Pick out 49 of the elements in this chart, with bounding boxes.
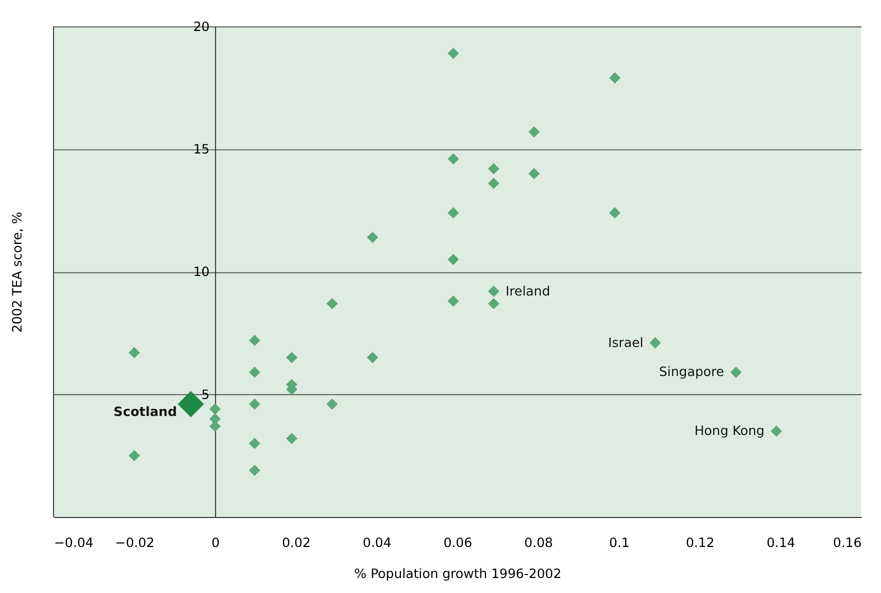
point bbox=[730, 366, 742, 378]
x-tick-label: 0.16 bbox=[833, 536, 862, 552]
x-tick-label: 0.14 bbox=[766, 536, 796, 552]
point bbox=[528, 168, 540, 180]
point bbox=[178, 391, 204, 418]
x-tick-label: 0.08 bbox=[524, 536, 553, 552]
point bbox=[128, 346, 140, 358]
point bbox=[248, 464, 260, 476]
point bbox=[609, 207, 620, 218]
annotation: Hong Kong bbox=[694, 424, 764, 440]
point bbox=[326, 298, 338, 310]
point bbox=[650, 337, 661, 348]
point bbox=[448, 254, 459, 266]
y-axis-title: 2002 TEA score, % bbox=[10, 212, 26, 333]
point bbox=[770, 425, 782, 437]
x-tick-label: −0.02 bbox=[115, 536, 155, 552]
x-tick-label: 0 bbox=[211, 536, 220, 552]
point bbox=[248, 438, 260, 450]
x-tick-label: 0.02 bbox=[282, 536, 311, 552]
point bbox=[128, 450, 140, 462]
point bbox=[488, 286, 500, 297]
point bbox=[448, 207, 459, 218]
point bbox=[488, 298, 500, 310]
point bbox=[286, 432, 298, 444]
point bbox=[448, 48, 459, 60]
annotation: Ireland bbox=[506, 284, 550, 300]
point bbox=[488, 163, 500, 174]
x-axis-title: % Population growth 1996-2002 bbox=[354, 566, 562, 582]
point bbox=[248, 334, 260, 346]
point bbox=[209, 403, 221, 415]
annotation: Singapore bbox=[659, 365, 724, 380]
point bbox=[488, 178, 500, 190]
point bbox=[448, 295, 459, 307]
x-tick-label: 0.04 bbox=[362, 536, 392, 552]
x-tick-label: −0.04 bbox=[54, 536, 94, 552]
x-tick-label: 0.06 bbox=[444, 536, 472, 552]
series-label: Scotland bbox=[114, 405, 177, 420]
point bbox=[366, 352, 378, 364]
annotation: Israel bbox=[608, 336, 644, 351]
point bbox=[286, 352, 298, 364]
point bbox=[248, 366, 260, 378]
point bbox=[248, 398, 260, 410]
point bbox=[528, 126, 540, 138]
point bbox=[366, 232, 378, 244]
x-tick-label: 0.12 bbox=[686, 536, 714, 552]
point bbox=[326, 398, 338, 410]
point bbox=[609, 72, 620, 84]
point bbox=[448, 153, 459, 165]
x-tick-label: 0.1 bbox=[609, 536, 630, 552]
